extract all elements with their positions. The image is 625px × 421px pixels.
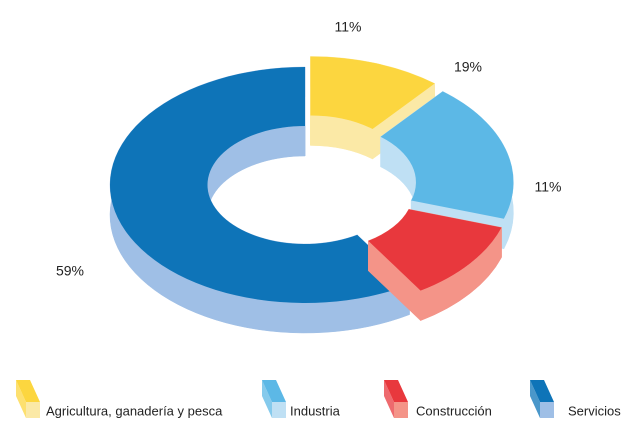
legend-swatch [530,380,554,402]
legend-label: Industria [290,403,341,418]
slice-top [110,67,410,303]
legend-swatch [384,380,408,402]
legend-swatch [16,380,40,402]
data-label: 59% [56,263,84,279]
legend-item: Agricultura, ganadería y pesca [16,380,223,418]
legend-item: Servicios [530,380,621,418]
legend-swatch-side [272,402,286,418]
legend-swatch-side [26,402,40,418]
legend-item: Construcción [384,380,492,418]
legend-swatch-edge [530,380,540,418]
data-label: 19% [454,59,482,75]
slice-top [310,56,435,129]
slice-top [368,209,502,291]
slice-top [380,91,514,219]
legend-swatch [262,380,286,402]
legend-label: Agricultura, ganadería y pesca [46,403,223,418]
data-label: 11% [335,19,362,35]
legend-swatch-edge [16,380,26,418]
legend-swatch-edge [262,380,272,418]
legend-swatch-side [540,402,554,418]
legend-item: Industria [262,380,341,418]
data-label: 11% [535,179,562,195]
legend-label: Construcción [416,403,492,418]
legend-swatch-edge [384,380,394,418]
donut-slice [368,208,502,322]
legend-swatch-side [394,402,408,418]
legend-label: Servicios [568,403,621,418]
